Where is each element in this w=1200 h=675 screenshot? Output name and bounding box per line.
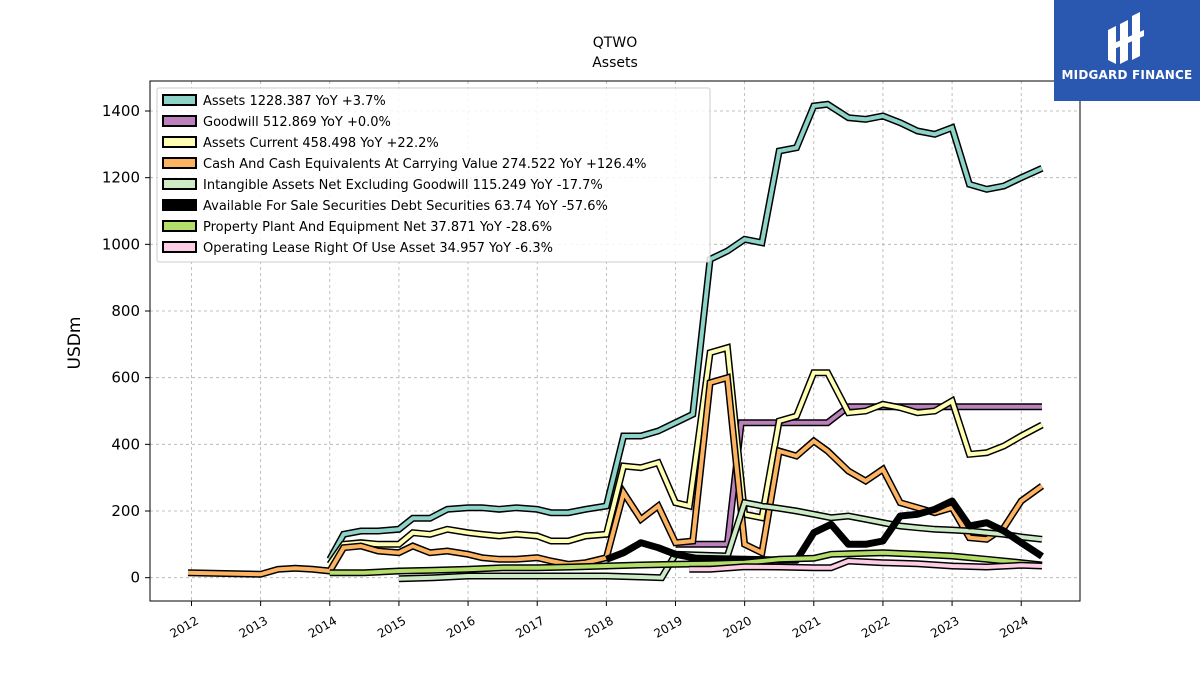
x-tick-label: 2013: [237, 613, 270, 640]
x-tick-label: 2014: [306, 613, 339, 640]
legend-swatch: [162, 199, 197, 211]
y-tick-label: 0: [130, 569, 140, 587]
legend: Assets 1228.387 YoY +3.7% Goodwill 512.86…: [156, 87, 711, 263]
series-2: [326, 343, 1044, 567]
series-line: [187, 375, 1044, 577]
x-tick-label: 2022: [859, 613, 892, 640]
x-tick-label: 2015: [375, 613, 408, 640]
brand-logo: MIDGARD FINANCE: [1054, 0, 1200, 101]
series-line: [605, 497, 1044, 564]
legend-label: Available For Sale Securities Debt Secur…: [203, 199, 608, 214]
legend-label: Assets 1228.387 YoY +3.7%: [203, 94, 386, 109]
x-tick-label: 2019: [652, 613, 685, 640]
series-6: [329, 549, 1043, 577]
x-tick-label: 2020: [721, 613, 754, 640]
legend-swatch: [162, 220, 197, 232]
x-tick-label: 2023: [928, 613, 961, 640]
legend-swatch: [162, 115, 197, 127]
legend-swatch: [162, 136, 197, 148]
x-tick-label: 2016: [444, 613, 477, 640]
series-line: [329, 550, 1043, 575]
legend-label: Goodwill 512.869 YoY +0.0%: [203, 115, 391, 130]
legend-swatch: [162, 157, 197, 169]
legend-swatch: [162, 241, 197, 253]
series-line: [328, 102, 1043, 561]
series-line: [398, 500, 1043, 581]
legend-label: Property Plant And Equipment Net 37.871 …: [203, 220, 552, 235]
y-tick-label: 400: [111, 435, 140, 453]
x-tick-label: 2024: [997, 613, 1030, 640]
x-tick-label: 2012: [168, 613, 201, 640]
y-tick-label: 1000: [102, 235, 140, 253]
series-0: [326, 100, 1044, 561]
y-tick-label: 200: [111, 502, 140, 520]
series-7: [689, 557, 1043, 573]
legend-item: Goodwill 512.869 YoY +0.0%: [162, 115, 391, 130]
legend-label: Assets Current 458.498 YoY +22.2%: [203, 136, 439, 151]
x-tick-label: 2021: [790, 613, 823, 640]
legend-item: Intangible Assets Net Excluding Goodwill…: [162, 178, 603, 193]
y-tick-label: 600: [111, 369, 140, 387]
legend-box: [156, 87, 711, 263]
legend-label: Operating Lease Right Of Use Asset 34.95…: [203, 241, 553, 256]
legend-item: Assets 1228.387 YoY +3.7%: [162, 94, 386, 109]
chart-title: QTWO: [593, 35, 637, 51]
plot-frame: [149, 80, 1081, 602]
series-4: [398, 498, 1043, 583]
x-tick-label: 2018: [582, 613, 615, 640]
legend-label: Intangible Assets Net Excluding Goodwill…: [203, 178, 603, 193]
brand-name: MIDGARD FINANCE: [1061, 68, 1193, 82]
legend-item: Operating Lease Right Of Use Asset 34.95…: [162, 241, 553, 256]
legend-swatch: [162, 94, 197, 106]
legend-item: Cash And Cash Equivalents At Carrying Va…: [162, 157, 646, 172]
legend-item: Property Plant And Equipment Net 37.871 …: [162, 220, 552, 235]
y-tick-label: 1200: [102, 169, 140, 187]
series-5: [605, 497, 1044, 564]
series-line: [689, 558, 1043, 572]
series-3: [187, 373, 1045, 578]
legend-label: Cash And Cash Equivalents At Carrying Va…: [203, 157, 646, 172]
y-axis-label: USDm: [65, 317, 85, 370]
logo-mark-icon: [1108, 12, 1144, 64]
series-lines: [187, 100, 1045, 583]
legend-item: Assets Current 458.498 YoY +22.2%: [162, 136, 439, 151]
legend-item: Available For Sale Securities Debt Secur…: [162, 199, 608, 214]
y-tick-label: 1400: [102, 102, 140, 120]
y-tick-label: 800: [111, 302, 140, 320]
legend-swatch: [162, 178, 197, 190]
series-line: [328, 345, 1043, 566]
chart-subtitle: Assets: [592, 55, 638, 71]
x-tick-label: 2017: [513, 613, 546, 640]
